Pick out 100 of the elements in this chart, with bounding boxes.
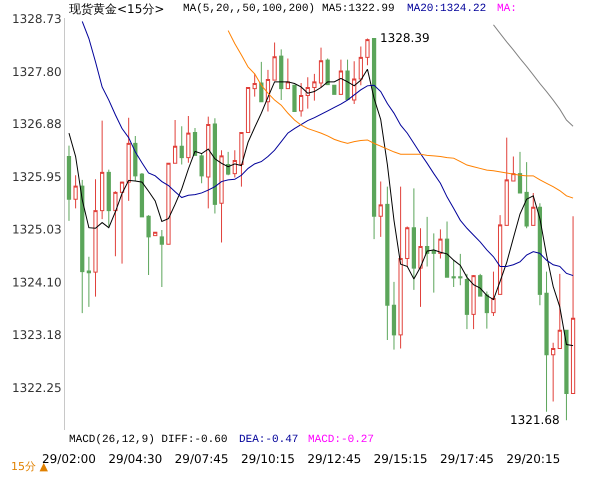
y-tick-label: 1327.80 xyxy=(12,64,62,79)
candlestick xyxy=(491,271,496,317)
candlestick xyxy=(518,151,522,194)
candlestick xyxy=(212,118,218,214)
text: MACD:-0.27 xyxy=(308,434,374,446)
text: MA5:1322.99 xyxy=(322,3,395,15)
candlestick xyxy=(93,178,98,298)
candlestick xyxy=(153,232,158,236)
candlestick xyxy=(133,135,138,182)
y-tick-label: 1323.18 xyxy=(12,328,62,342)
text: MACD(26,12,9) DIFF:-0.60 xyxy=(69,434,228,446)
candlestick xyxy=(385,186,390,340)
candlestick xyxy=(206,116,210,209)
candlestick xyxy=(140,172,144,218)
candlestick xyxy=(464,273,470,330)
candlestick xyxy=(200,153,204,184)
candlestick xyxy=(80,179,84,314)
candlestick xyxy=(365,38,370,66)
line-series xyxy=(228,30,574,199)
candlestick xyxy=(66,145,72,222)
x-tick-label: 29/12:45 xyxy=(307,452,362,466)
candlestick xyxy=(345,59,350,101)
line-series xyxy=(82,20,574,276)
candlestick xyxy=(438,228,443,259)
candlestick xyxy=(458,253,462,286)
candlestick xyxy=(511,156,516,182)
candlestick xyxy=(106,169,111,228)
candlestick xyxy=(504,137,509,226)
candlestick xyxy=(286,58,290,90)
candlestick xyxy=(126,117,131,202)
candlestick xyxy=(226,151,230,176)
candlestick xyxy=(306,76,310,110)
candlestick xyxy=(180,126,184,165)
candlestick xyxy=(292,84,297,112)
candlestick xyxy=(398,186,403,350)
candlestick xyxy=(372,37,376,240)
candlestick xyxy=(352,60,356,105)
candlestick xyxy=(332,84,336,95)
x-tick-label: 29/20:15 xyxy=(506,452,560,466)
candlestick xyxy=(484,291,489,330)
candlestick xyxy=(86,256,91,308)
candlestick xyxy=(100,120,104,220)
candlestick xyxy=(318,47,324,88)
annotation: 1328.39 xyxy=(380,31,430,45)
candlestick xyxy=(246,87,250,134)
candlestick xyxy=(338,59,344,95)
candlestick xyxy=(425,216,430,267)
candlestick xyxy=(498,214,502,295)
line-series xyxy=(68,68,574,346)
y-tick-label: 1324.10 xyxy=(12,276,62,290)
x-tick-label: 29/17:45 xyxy=(440,452,494,466)
x-tick-label: 29/15:15 xyxy=(374,452,428,466)
chart-title: 现货黄金<15分> xyxy=(69,2,164,16)
candlestick xyxy=(551,342,556,402)
candlestick xyxy=(358,46,363,86)
candlestick xyxy=(392,281,396,350)
text: MA20:1324.22 xyxy=(407,3,486,15)
candlestick xyxy=(299,82,304,118)
candlestick xyxy=(259,61,264,102)
x-tick-label: 29/10:15 xyxy=(241,452,295,466)
candlestick xyxy=(172,120,178,164)
candlestick xyxy=(378,181,383,238)
candlestick xyxy=(219,150,224,244)
candlestick xyxy=(471,274,476,330)
candlestick xyxy=(146,214,151,276)
candlestick xyxy=(73,174,78,209)
text: DEA:-0.47 xyxy=(239,434,298,446)
candlestick xyxy=(432,232,436,294)
candlestick xyxy=(232,150,237,178)
candlestick xyxy=(564,330,569,421)
candlestick xyxy=(279,48,284,101)
y-tick-label: 1328.73 xyxy=(12,12,62,26)
candlestick xyxy=(113,190,118,257)
candlestick xyxy=(538,202,542,306)
candlestick xyxy=(120,181,124,264)
candlestick xyxy=(326,58,330,86)
candlestick xyxy=(166,162,171,245)
candlestick xyxy=(444,220,450,278)
candlestick xyxy=(312,73,317,102)
candlestick xyxy=(412,188,416,290)
y-tick-label: 1325.03 xyxy=(12,222,62,237)
candlestick xyxy=(452,260,456,288)
text: MA: xyxy=(497,3,517,15)
candlestick xyxy=(252,73,257,98)
candlestick xyxy=(524,162,529,229)
candlestick xyxy=(405,226,410,267)
y-tick-label: 1325.95 xyxy=(12,170,62,184)
y-tick-label: 1326.88 xyxy=(12,117,62,132)
candlestick xyxy=(272,42,277,81)
x-tick-label: 29/04:30 xyxy=(108,452,162,466)
candlestick xyxy=(570,216,576,394)
candlestick xyxy=(186,116,190,164)
candlestick xyxy=(544,271,549,412)
annotation: 1321.68 xyxy=(510,413,560,427)
line-series xyxy=(492,24,574,127)
candlestick xyxy=(239,131,244,188)
candlestick xyxy=(531,192,536,226)
x-tick-label: 29/07:45 xyxy=(174,452,229,466)
candlestick xyxy=(160,229,164,288)
candlestick xyxy=(418,228,423,308)
